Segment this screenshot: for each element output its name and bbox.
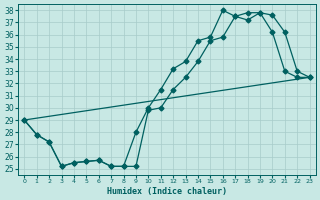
X-axis label: Humidex (Indice chaleur): Humidex (Indice chaleur) xyxy=(107,187,227,196)
